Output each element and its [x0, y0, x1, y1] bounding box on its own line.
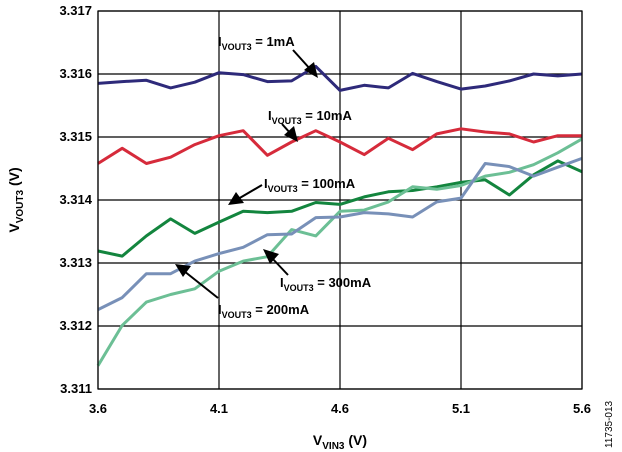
arrowhead-100mA — [228, 192, 244, 205]
annotation-1mA: IVOUT3 = 1mA — [218, 34, 318, 78]
series-line-2 — [97, 159, 583, 258]
arrow-shaft-200mA — [183, 270, 219, 299]
plot-frame — [97, 10, 583, 390]
y-axis-title: VVOUT3 (V) — [6, 167, 26, 232]
figure-id: 11735-013 — [604, 400, 615, 448]
x-tick-label: 5.1 — [452, 401, 470, 416]
series-lines — [96, 64, 583, 367]
annotation-100mA: IVOUT3 = 100mA — [228, 176, 356, 205]
annotation-10mA: IVOUT3 = 10mA — [268, 108, 352, 142]
annotation-200mA: IVOUT3 = 200mA — [175, 264, 310, 320]
series-line-3 — [96, 137, 583, 367]
series-label-1mA: IVOUT3 = 1mA — [218, 34, 295, 52]
series-label-300mA: IVOUT3 = 300mA — [280, 275, 372, 293]
y-tick-label: 3.312 — [59, 318, 92, 333]
arrowhead-10mA — [284, 126, 298, 142]
series-line-1 — [97, 127, 582, 165]
x-tick-label: 4.6 — [331, 401, 349, 416]
arrowhead-200mA — [175, 264, 191, 277]
gridlines — [97, 10, 583, 390]
series-label-200mA: IVOUT3 = 200mA — [218, 302, 310, 320]
arrowhead-1mA — [304, 62, 318, 78]
arrow-shaft-100mA — [237, 184, 263, 200]
y-tick-label: 3.311 — [60, 381, 92, 396]
y-tick-label: 3.317 — [59, 3, 92, 18]
x-tick-label: 4.1 — [210, 401, 228, 416]
annotation-300mA: IVOUT3 = 300mA — [263, 249, 372, 293]
y-tick-labels: 3.311 3.312 3.313 3.314 3.315 3.316 3.317 — [59, 3, 92, 396]
x-tick-label: 5.6 — [573, 401, 591, 416]
series-label-10mA: IVOUT3 = 10mA — [268, 108, 352, 126]
x-axis-title: VVIN3 (V) — [313, 432, 367, 452]
series-label-100mA: IVOUT3 = 100mA — [264, 176, 356, 194]
y-tick-label: 3.314 — [59, 192, 92, 207]
y-tick-label: 3.316 — [59, 66, 92, 81]
x-tick-labels: 3.6 4.1 4.6 5.1 5.6 — [89, 401, 591, 416]
x-tick-label: 3.6 — [89, 401, 107, 416]
series-line-0 — [97, 64, 583, 92]
arrow-shaft-1mA — [292, 49, 312, 71]
arrowhead-300mA — [263, 249, 279, 264]
y-tick-label: 3.315 — [59, 129, 92, 144]
y-tick-label: 3.313 — [59, 255, 92, 270]
arrow-shaft-300mA — [270, 256, 289, 276]
